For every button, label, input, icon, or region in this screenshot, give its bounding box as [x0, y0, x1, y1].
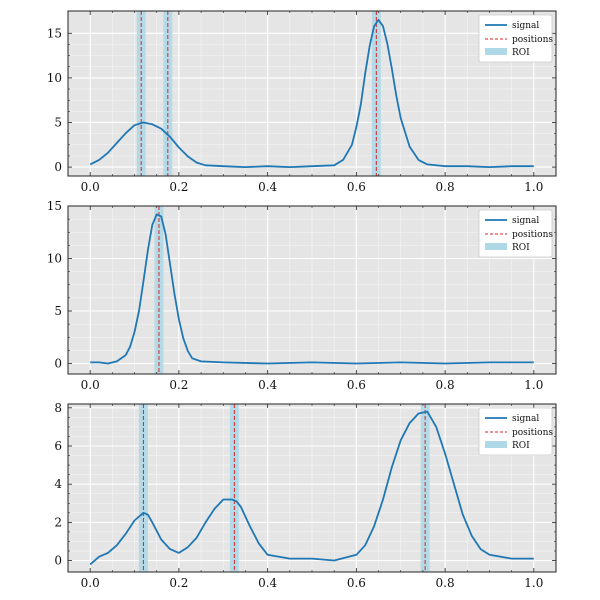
legend-label: signal — [512, 414, 539, 424]
legend: signal positions ROI — [478, 14, 553, 63]
y-tick-label: 4 — [54, 477, 62, 491]
y-tick-label: 6 — [54, 439, 62, 453]
legend-label: ROI — [512, 441, 530, 451]
legend: signal positions ROI — [478, 407, 553, 456]
legend-swatch-roi — [485, 441, 507, 448]
y-tick-label: 2 — [54, 515, 62, 529]
y-tick-label: 15 — [47, 26, 62, 40]
y-tick-label: 0 — [54, 357, 62, 371]
x-tick-label: 0.2 — [169, 180, 188, 194]
x-tick-label: 0.2 — [169, 576, 188, 590]
legend-label: ROI — [512, 48, 530, 58]
y-tick-label: 5 — [54, 304, 62, 318]
signal-line — [89, 410, 534, 566]
legend-label: positions — [512, 35, 553, 45]
x-tick-label: 0.0 — [81, 576, 100, 590]
x-tick-label: 0.8 — [436, 378, 455, 392]
x-tick-label: 0.6 — [347, 576, 366, 590]
legend-label: signal — [512, 216, 539, 226]
legend-label: signal — [512, 21, 539, 31]
y-tick-label: 0 — [54, 160, 62, 174]
x-tick-label: 0.8 — [436, 180, 455, 194]
x-tick-label: 0.8 — [436, 576, 455, 590]
x-tick-label: 1.0 — [524, 180, 543, 194]
legend-label: ROI — [512, 243, 530, 253]
y-tick-label: 10 — [47, 71, 62, 85]
subplot-2: 0.0 0.2 0.4 0.6 0.8 1.0 0 5 10 15 signal positions R… — [47, 199, 557, 392]
y-tick-label: 5 — [54, 115, 62, 129]
signal-line — [89, 18, 534, 169]
y-tick-label: 8 — [54, 401, 62, 415]
legend: signal positions ROI — [478, 209, 553, 258]
x-tick-label: 0.4 — [258, 180, 277, 194]
x-tick-label: 0.0 — [81, 378, 100, 392]
subplot-1: 0.0 0.2 0.4 0.6 0.8 1.0 0 5 10 15 signal positions R… — [47, 10, 557, 194]
roi-band — [163, 11, 173, 176]
roi-band — [371, 11, 381, 176]
subplot-3: 0.0 0.2 0.4 0.6 0.8 1.0 0 2 4 6 8 signal positions RO… — [54, 401, 557, 590]
x-tick-label: 0.2 — [169, 378, 188, 392]
x-tick-label: 0.4 — [258, 378, 277, 392]
x-tick-label: 0.0 — [81, 180, 100, 194]
legend-label: positions — [512, 428, 553, 438]
x-tick-label: 0.6 — [347, 378, 366, 392]
x-tick-label: 0.4 — [258, 576, 277, 590]
x-tick-label: 1.0 — [524, 576, 543, 590]
x-tick-label: 0.6 — [347, 180, 366, 194]
y-tick-label: 0 — [54, 554, 62, 568]
roi-band — [136, 11, 146, 176]
y-tick-label: 15 — [47, 199, 62, 213]
y-tick-label: 10 — [47, 252, 62, 266]
legend-swatch-roi — [485, 48, 507, 55]
legend-label: positions — [512, 230, 553, 240]
legend-swatch-roi — [485, 243, 507, 250]
x-tick-label: 1.0 — [524, 378, 543, 392]
signal-line — [90, 213, 534, 365]
